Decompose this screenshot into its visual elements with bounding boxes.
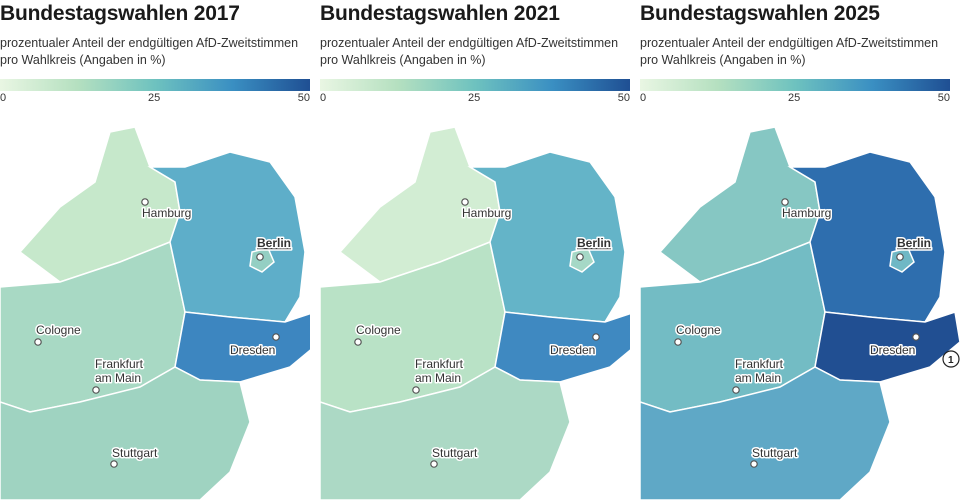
city-marker-hamburg	[141, 198, 149, 206]
city-marker-hamburg	[781, 198, 789, 206]
city-marker-berlin	[256, 253, 264, 261]
city-label-cologne: Cologne	[36, 323, 81, 337]
city-label-frankfurt-line2: am Main	[735, 371, 781, 385]
legend-tick-max: 50	[937, 92, 950, 104]
legend-tick-min: 0	[640, 92, 647, 104]
city-label-cologne: Cologne	[676, 323, 721, 337]
germany-choropleth-map[interactable]: Hamburg Berlin Cologne Dresden Stuttgart Fran…	[320, 112, 630, 500]
city-label-frankfurt-line2: am Main	[415, 371, 461, 385]
color-legend-bar	[320, 79, 630, 91]
panel-subtitle: prozentualer Anteil der endgültigen AfD-…	[320, 36, 619, 67]
city-label-berlin: Berlin	[577, 236, 611, 250]
city-label-hamburg: Hamburg	[142, 206, 191, 220]
map-panel-2021: Bundestagswahlen 2021 prozentualer Antei…	[320, 0, 630, 500]
map-panel-2025: Bundestagswahlen 2025 prozentualer Antei…	[640, 0, 960, 500]
city-label-frankfurt-line1: Frankfurt	[735, 357, 784, 371]
legend-tick-min: 0	[0, 92, 7, 104]
legend-tick-mid: 25	[148, 92, 161, 104]
city-label-dresden: Dresden	[230, 343, 275, 357]
legend-tick-min: 0	[320, 92, 327, 104]
city-marker-dresden	[272, 333, 280, 341]
legend-tick-max: 50	[617, 92, 630, 104]
region-south[interactable]	[0, 366, 251, 500]
panel-title: Bundestagswahlen 2017	[0, 2, 240, 25]
city-marker-frankfurt	[412, 386, 420, 394]
region-south[interactable]	[640, 366, 891, 500]
germany-choropleth-map[interactable]: Hamburg Berlin Cologne Dresden Stuttgart Fran…	[640, 112, 960, 500]
city-marker-cologne	[674, 338, 682, 346]
legend-tick-max: 50	[297, 92, 310, 104]
city-marker-berlin	[576, 253, 584, 261]
city-marker-dresden	[592, 333, 600, 341]
panel-subtitle: prozentualer Anteil der endgültigen AfD-…	[0, 36, 299, 67]
city-marker-cologne	[354, 338, 362, 346]
city-marker-hamburg	[461, 198, 469, 206]
city-label-stuttgart: Stuttgart	[752, 446, 798, 460]
city-label-frankfurt-line1: Frankfurt	[415, 357, 464, 371]
region-south[interactable]	[320, 366, 571, 500]
city-label-frankfurt-line2: am Main	[95, 371, 141, 385]
region-north-east[interactable]	[467, 151, 626, 323]
city-label-hamburg: Hamburg	[462, 206, 511, 220]
legend-tick-mid: 25	[468, 92, 481, 104]
color-legend-bar	[0, 79, 310, 91]
city-label-hamburg: Hamburg	[782, 206, 831, 220]
city-marker-stuttgart	[430, 460, 438, 468]
city-marker-frankfurt	[92, 386, 100, 394]
panel-subtitle: prozentualer Anteil der endgültigen AfD-…	[640, 36, 939, 67]
legend-tick-mid: 25	[788, 92, 801, 104]
city-marker-frankfurt	[732, 386, 740, 394]
city-label-dresden: Dresden	[870, 343, 915, 357]
color-legend-bar	[640, 79, 950, 91]
annotation-marker[interactable]	[942, 350, 960, 368]
city-label-stuttgart: Stuttgart	[432, 446, 478, 460]
germany-choropleth-map[interactable]: Hamburg Berlin Cologne Dresden Stuttgart Fran…	[0, 112, 310, 500]
region-north-east[interactable]	[147, 151, 306, 323]
panel-title: Bundestagswahlen 2025	[640, 2, 880, 25]
city-label-stuttgart: Stuttgart	[112, 446, 158, 460]
city-marker-dresden	[912, 333, 920, 341]
city-label-berlin: Berlin	[257, 236, 291, 250]
region-north-east[interactable]	[787, 151, 946, 323]
city-label-dresden: Dresden	[550, 343, 595, 357]
city-marker-berlin	[896, 253, 904, 261]
panel-title: Bundestagswahlen 2021	[320, 2, 560, 25]
city-marker-stuttgart	[750, 460, 758, 468]
city-label-frankfurt-line1: Frankfurt	[95, 357, 144, 371]
map-panel-2017: Bundestagswahlen 2017 prozentualer Antei…	[0, 0, 310, 500]
city-marker-stuttgart	[110, 460, 118, 468]
annotation-number: 1	[948, 355, 954, 366]
city-label-cologne: Cologne	[356, 323, 401, 337]
city-marker-cologne	[34, 338, 42, 346]
city-label-berlin: Berlin	[897, 236, 931, 250]
